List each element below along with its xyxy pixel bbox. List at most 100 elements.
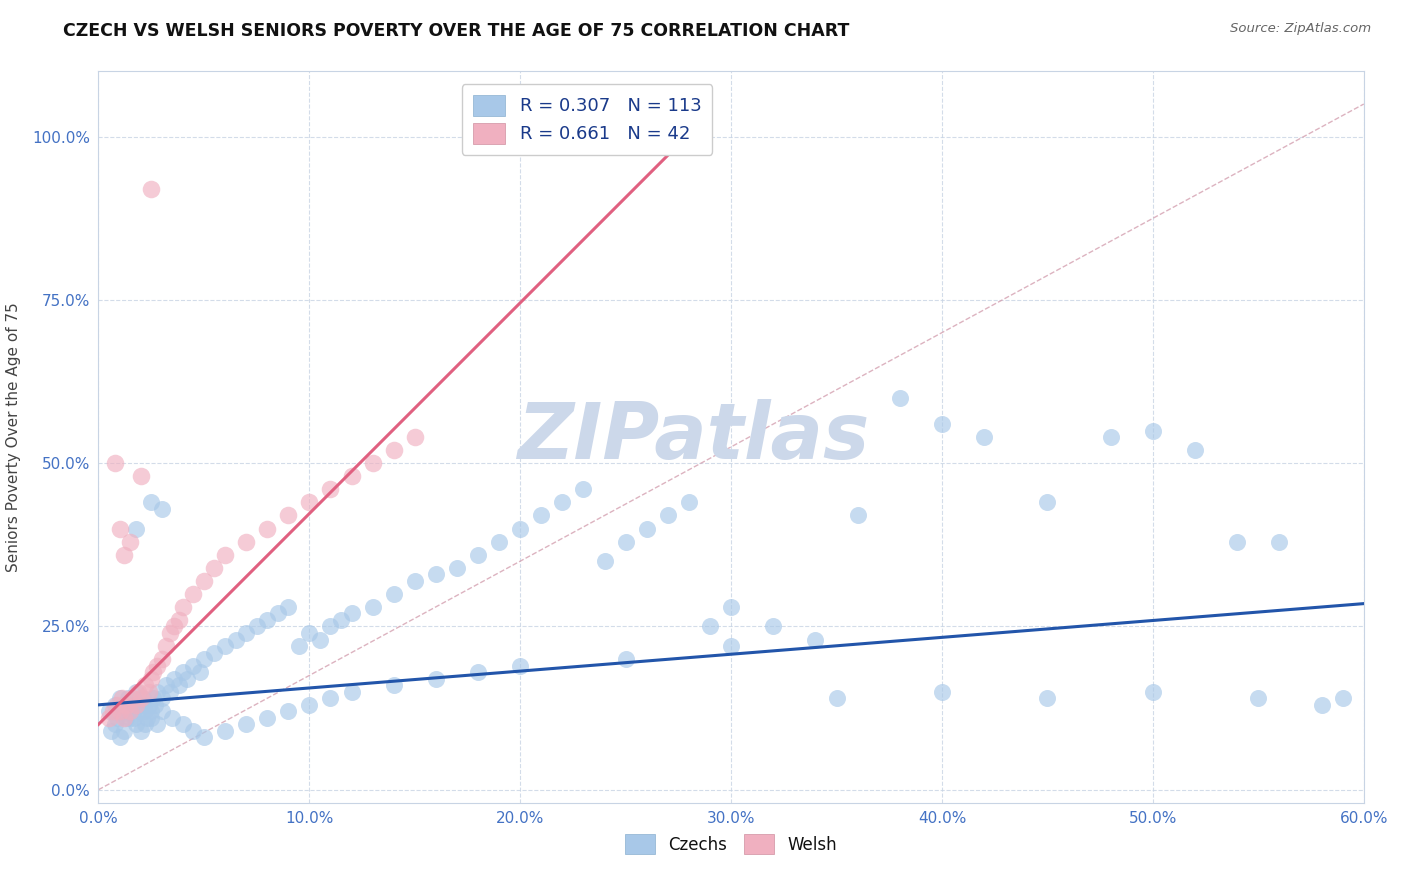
Point [155,639,177,653]
Point [141,672,163,686]
Point [107,698,129,712]
Point [104,717,127,731]
Point [340,685,363,699]
Point [678,495,700,509]
Point [141,495,163,509]
Point [100,723,122,738]
Y-axis label: Seniors Poverty Over the Age of 75: Seniors Poverty Over the Age of 75 [6,302,21,572]
Point [183,658,205,673]
Point [720,639,742,653]
Point [340,469,363,483]
Point [340,607,363,621]
Point [115,698,138,712]
Point [129,469,152,483]
Point [551,495,574,509]
Point [214,639,236,653]
Point [134,705,156,719]
Point [111,691,132,706]
Point [120,705,141,719]
Point [115,711,138,725]
Point [825,691,848,706]
Point [1099,430,1122,444]
Point [509,521,531,535]
Point [129,691,152,706]
Point [138,685,160,699]
Point [214,548,236,562]
Point [125,717,148,731]
Point [108,731,131,745]
Point [361,456,384,470]
Point [298,495,321,509]
Point [146,658,169,673]
Point [361,599,384,614]
Point [188,665,211,680]
Point [146,717,169,731]
Legend: Czechs, Welsh: Czechs, Welsh [619,828,844,860]
Point [125,698,148,712]
Point [298,626,321,640]
Point [488,534,510,549]
Point [246,619,269,633]
Point [762,619,785,633]
Point [107,711,129,725]
Point [1310,698,1333,712]
Point [889,391,911,405]
Point [124,711,146,725]
Point [103,705,125,719]
Point [382,678,405,692]
Point [636,521,658,535]
Point [1142,685,1164,699]
Point [614,534,637,549]
Point [176,672,198,686]
Point [125,521,148,535]
Point [172,717,194,731]
Point [572,483,595,497]
Text: CZECH VS WELSH SENIORS POVERTY OVER THE AGE OF 75 CORRELATION CHART: CZECH VS WELSH SENIORS POVERTY OVER THE … [63,22,849,40]
Point [183,587,205,601]
Point [112,548,135,562]
Point [256,613,278,627]
Point [382,587,405,601]
Point [121,691,143,706]
Point [112,723,135,738]
Point [128,705,150,719]
Point [112,711,135,725]
Point [467,548,489,562]
Point [108,691,131,706]
Point [699,619,721,633]
Point [319,483,342,497]
Point [125,685,148,699]
Point [104,698,127,712]
Point [235,717,257,731]
Point [425,567,447,582]
Point [104,456,127,470]
Point [256,521,278,535]
Point [931,417,953,431]
Point [183,723,205,738]
Point [404,430,426,444]
Point [267,607,290,621]
Point [614,652,637,666]
Point [159,685,181,699]
Point [1226,534,1249,549]
Point [846,508,869,523]
Point [382,443,405,458]
Point [141,711,163,725]
Point [1247,691,1270,706]
Point [167,613,190,627]
Point [150,502,173,516]
Point [141,182,163,196]
Point [150,705,173,719]
Point [225,632,247,647]
Point [172,599,194,614]
Point [298,698,321,712]
Point [277,599,299,614]
Text: ZIPatlas: ZIPatlas [517,399,869,475]
Point [98,705,121,719]
Point [309,632,332,647]
Point [112,698,135,712]
Point [134,678,156,692]
Point [142,691,165,706]
Point [129,723,152,738]
Point [132,691,155,706]
